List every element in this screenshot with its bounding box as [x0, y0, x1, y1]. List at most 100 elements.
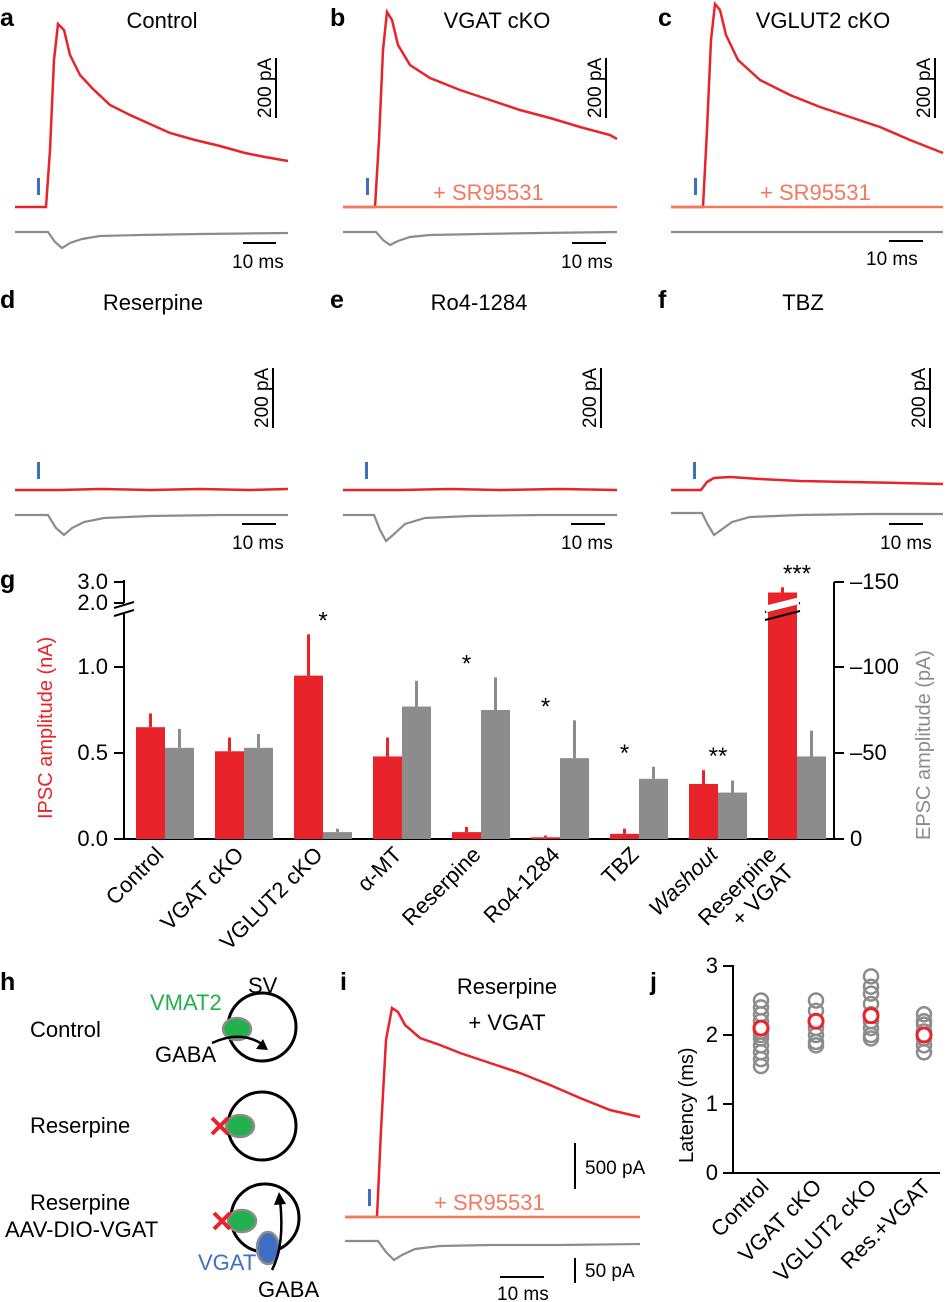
panel-b: b VGAT cKO + SR95531 200 pA 10 ms [330, 4, 618, 273]
row-label-reserpine-vgat-1: Reserpine [30, 1190, 130, 1215]
stimulus-marker-f [693, 462, 696, 479]
ipsc-trace-f [671, 475, 944, 492]
y-ticks-left [114, 581, 124, 840]
epsc-bar [797, 756, 826, 839]
stimulus-marker-a [37, 178, 40, 195]
x-label-reserpine: Reserpine [397, 842, 486, 931]
epsc-bar [560, 758, 589, 839]
epsc-bar [481, 710, 510, 839]
panel-i: i Reserpine + VGAT + SR95531 500 pA 50 p… [340, 968, 646, 1302]
scale-label-x-e: 10 ms [561, 533, 613, 554]
panel-g: g IPSC amplitude (nA) EPSC amplitude (pA… [0, 560, 935, 954]
row-label-reserpine: Reserpine [30, 1113, 130, 1138]
y-tick-label-0.0: 0.0 [77, 826, 108, 851]
drug-label-c: + SR95531 [760, 180, 871, 205]
panel-title-d: Reserpine [103, 290, 203, 315]
latency-point [915, 1006, 933, 1023]
vmat2-transporter-reserpine [224, 1113, 256, 1139]
ipsc-trace-d [15, 487, 289, 492]
panel-title-e: Ro4-1284 [431, 290, 528, 315]
latency-mean-marker [862, 1007, 880, 1025]
latency-point [752, 992, 770, 1009]
gaba-arrow-vgat [270, 1199, 283, 1271]
y-axis-label-epsc: EPSC amplitude (pA) [913, 650, 935, 840]
stimulus-marker-b [366, 178, 369, 195]
panel-d: d Reserpine 200 pA 10 ms [0, 286, 289, 554]
significance-marker: * [318, 607, 327, 634]
epsc-trace-f [671, 511, 943, 537]
y2-tick-label-0: 0 [850, 826, 862, 851]
vmat2-transporter-control [221, 1016, 253, 1042]
vmat2-transporter-reserpine-vgat [226, 1208, 258, 1234]
x-tick-labels: Control VGAT cKO VGLUT2 cKO α-MT Reserpi… [101, 841, 799, 954]
latency-point [862, 978, 880, 995]
axis-break-marker [113, 601, 135, 617]
panel-title-i-line1: Reserpine [457, 974, 557, 999]
panel-c: c VGLUT2 cKO + SR95531 200 pA 10 ms [658, 0, 944, 270]
latency-point [862, 968, 880, 985]
scale-label-ipsc-i: 500 pA [585, 1158, 646, 1179]
drug-label-i: + SR95531 [434, 1190, 545, 1215]
gaba-arrowhead-vgat [274, 1192, 286, 1205]
panel-label-j: j [649, 968, 657, 996]
ipsc-bar [531, 837, 560, 839]
scale-label-y-d: 200 pA [252, 367, 273, 428]
epsc-trace-b [343, 230, 618, 247]
gaba-label: GABA [155, 1042, 216, 1067]
panel-title-i-line2: + VGAT [468, 1010, 545, 1035]
ipsc-bar [452, 832, 481, 839]
ipsc-trace-a [15, 21, 289, 209]
latency-mean-marker [915, 1026, 933, 1044]
panel-a: a Control 200 pA 10 ms [0, 4, 289, 273]
panel-label-i: i [340, 968, 347, 996]
panel-label-d: d [0, 286, 15, 314]
ipsc-trace-i [345, 1005, 641, 1219]
vmat2-label: VMAT2 [150, 990, 222, 1015]
y-tick-label-j-0: 0 [706, 1160, 718, 1185]
block-cross-reserpine-icon [210, 1116, 230, 1136]
scale-label-y-e: 200 pA [580, 367, 601, 428]
y2-tick-label-50: –50 [850, 740, 887, 765]
y-ticks-right [834, 581, 844, 840]
latency-point [862, 985, 880, 1002]
bar-break-gap [766, 597, 799, 613]
stimulus-marker-i [368, 1189, 371, 1206]
scale-label-x-f: 10 ms [880, 533, 932, 554]
ipsc-bar [136, 727, 165, 839]
significance-marker: *** [783, 560, 811, 587]
epsc-bar [402, 706, 431, 839]
significance-marker: * [462, 650, 471, 677]
ipsc-bar [768, 592, 797, 839]
epsc-bar [718, 792, 747, 839]
y-tick-label-3.0: 3.0 [77, 569, 108, 594]
gaba-arrowhead-control [256, 1039, 268, 1050]
significance-marker: * [541, 693, 550, 720]
x-tick-labels-j: Control VGAT cKO VGLUT2 cKO Res.+VGAT [706, 1174, 936, 1287]
panel-e: e Ro4-1284 200 pA 10 ms [330, 286, 618, 554]
epsc-bar [244, 747, 273, 839]
significance-marker: ** [709, 743, 728, 770]
scale-label-x-a: 10 ms [232, 252, 284, 273]
x-label-ro4-1284: Ro4-1284 [479, 842, 565, 928]
y2-tick-label-150: –150 [850, 569, 899, 594]
latency-points [752, 968, 933, 1075]
gaba-arrow-control [211, 1035, 263, 1046]
panel-title-c: VGLUT2 cKO [756, 8, 890, 33]
panel-label-b: b [330, 4, 345, 32]
panel-label-a: a [0, 4, 15, 32]
stimulus-marker-c [694, 178, 697, 195]
y-tick-label-j-1: 1 [706, 1091, 718, 1116]
scale-label-x-i: 10 ms [497, 1284, 549, 1302]
panel-label-h: h [0, 968, 15, 996]
panel-title-f: TBZ [782, 290, 824, 315]
block-cross-reserpine-vgat-icon [212, 1211, 232, 1231]
epsc-bar [639, 778, 668, 839]
x-label-control: Control [101, 842, 169, 910]
panel-label-g: g [0, 566, 15, 594]
ipsc-bar [215, 751, 244, 839]
epsc-bar [323, 832, 352, 839]
scale-label-y-c: 200 pA [914, 57, 935, 118]
panel-label-e: e [330, 286, 344, 314]
ipsc-trace-c [671, 0, 944, 209]
